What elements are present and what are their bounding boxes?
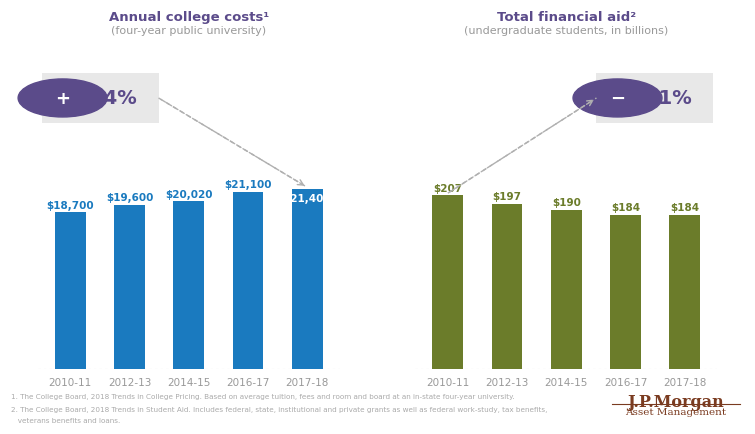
Text: $20,020: $20,020 [165, 189, 212, 199]
Text: (undergraduate students, in billions): (undergraduate students, in billions) [464, 26, 668, 36]
Text: $184: $184 [611, 203, 640, 213]
Bar [551, 210, 581, 369]
Bar [55, 213, 86, 369]
Circle shape [573, 80, 662, 118]
Text: 1. The College Board, 2018 Trends in College Pricing. Based on average tuition, : 1. The College Board, 2018 Trends in Col… [11, 393, 515, 399]
Text: $21,400: $21,400 [283, 194, 331, 204]
Text: J.P.Morgan: J.P.Morgan [627, 393, 724, 410]
Text: $190: $190 [552, 197, 581, 207]
Text: $197: $197 [492, 192, 522, 202]
Text: $19,600: $19,600 [106, 193, 153, 203]
Bar [291, 190, 322, 369]
Text: veterans benefits and loans.: veterans benefits and loans. [11, 418, 121, 424]
Text: +: + [55, 90, 70, 108]
Bar [610, 215, 641, 369]
Text: $184: $184 [670, 203, 699, 213]
Bar [114, 205, 145, 369]
Text: (four-year public university): (four-year public university) [111, 26, 267, 36]
Text: 11%: 11% [646, 89, 692, 108]
Bar [233, 193, 263, 369]
Text: −: − [610, 90, 625, 108]
Text: $18,700: $18,700 [47, 200, 94, 210]
Bar [433, 196, 464, 369]
Text: 14%: 14% [91, 89, 137, 108]
Bar [492, 204, 522, 369]
Bar [669, 215, 700, 369]
Text: $21,100: $21,100 [224, 180, 272, 190]
Bar [174, 201, 204, 369]
Text: 2. The College Board, 2018 Trends in Student Aid. Includes federal, state, insti: 2. The College Board, 2018 Trends in Stu… [11, 406, 547, 412]
Text: Annual college costs¹: Annual college costs¹ [109, 11, 269, 24]
Text: $207: $207 [433, 184, 462, 194]
Text: Total financial aid²: Total financial aid² [497, 11, 636, 24]
Circle shape [18, 80, 107, 118]
Text: Asset Management: Asset Management [625, 407, 726, 416]
